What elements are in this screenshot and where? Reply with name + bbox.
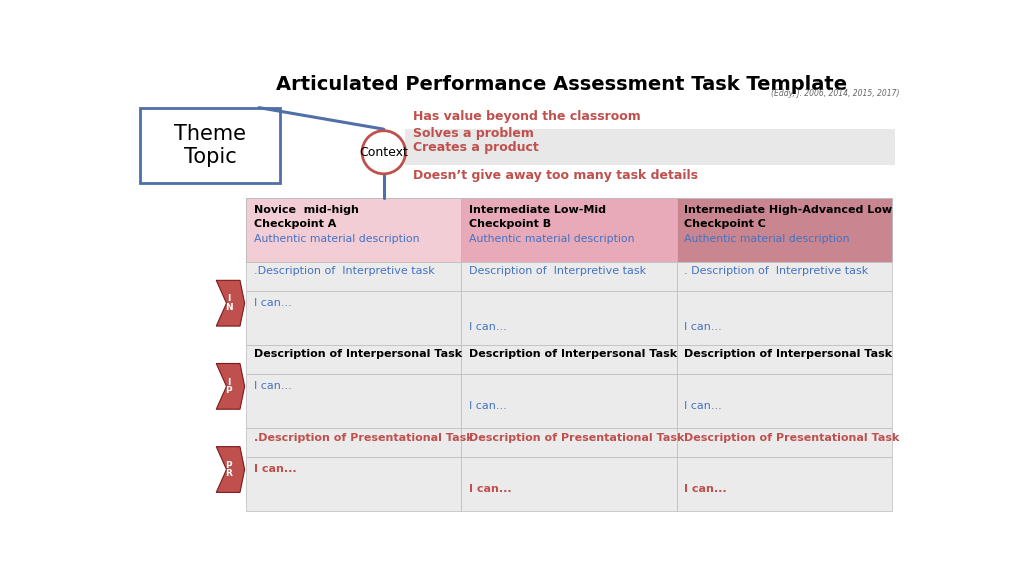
Text: Solves a problem: Solves a problem bbox=[414, 127, 535, 139]
Bar bbox=[461, 457, 677, 511]
Text: I can...: I can... bbox=[684, 321, 722, 332]
Text: Checkpoint C: Checkpoint C bbox=[684, 219, 766, 229]
Text: I can...: I can... bbox=[684, 401, 722, 411]
Text: (Eddy, J. 2006, 2014, 2015, 2017): (Eddy, J. 2006, 2014, 2015, 2017) bbox=[771, 89, 899, 98]
Text: .Description of  Interpretive task: .Description of Interpretive task bbox=[254, 266, 434, 276]
Bar bbox=[406, 129, 895, 165]
Bar bbox=[246, 374, 461, 428]
Text: I can...: I can... bbox=[469, 321, 507, 332]
Text: Description of Interpersonal Task: Description of Interpersonal Task bbox=[684, 350, 893, 359]
Text: Doesn’t give away too many task details: Doesn’t give away too many task details bbox=[414, 169, 698, 182]
Text: .Description of Presentational Task: .Description of Presentational Task bbox=[254, 433, 473, 442]
Bar bbox=[246, 457, 461, 511]
Bar bbox=[461, 199, 677, 262]
Text: Description of Interpersonal Task: Description of Interpersonal Task bbox=[469, 350, 677, 359]
Text: Intermediate Low-Mid: Intermediate Low-Mid bbox=[469, 204, 606, 215]
Text: I can...: I can... bbox=[254, 464, 296, 474]
Polygon shape bbox=[216, 281, 245, 326]
Text: I can...: I can... bbox=[254, 298, 291, 308]
Bar bbox=[461, 428, 677, 457]
Text: . Description of  Interpretive task: . Description of Interpretive task bbox=[684, 266, 868, 276]
Text: Has value beyond the classroom: Has value beyond the classroom bbox=[414, 111, 641, 123]
Text: Context: Context bbox=[359, 146, 409, 159]
Bar bbox=[461, 345, 677, 374]
Text: Intermediate High-Advanced Low: Intermediate High-Advanced Low bbox=[684, 204, 893, 215]
Text: I can...: I can... bbox=[469, 484, 512, 494]
Text: I can...: I can... bbox=[254, 381, 291, 391]
Bar bbox=[677, 291, 892, 345]
Polygon shape bbox=[216, 446, 245, 492]
Bar bbox=[677, 262, 892, 291]
Text: Theme
Topic: Theme Topic bbox=[174, 124, 246, 167]
Text: Creates a product: Creates a product bbox=[414, 141, 539, 154]
Text: Description of Interpersonal Task: Description of Interpersonal Task bbox=[254, 350, 462, 359]
Bar bbox=[677, 428, 892, 457]
Bar bbox=[246, 199, 461, 262]
Text: Authentic material description: Authentic material description bbox=[469, 234, 635, 244]
Bar bbox=[246, 345, 461, 374]
Text: Description of Presentational Task: Description of Presentational Task bbox=[469, 433, 684, 442]
Text: Checkpoint B: Checkpoint B bbox=[469, 219, 551, 229]
Text: Description of Presentational Task: Description of Presentational Task bbox=[684, 433, 900, 442]
Bar bbox=[677, 345, 892, 374]
Bar bbox=[461, 291, 677, 345]
Text: Description of  Interpretive task: Description of Interpretive task bbox=[469, 266, 646, 276]
Polygon shape bbox=[216, 363, 245, 409]
Bar bbox=[246, 291, 461, 345]
Bar bbox=[246, 428, 461, 457]
Bar bbox=[677, 374, 892, 428]
Text: Articulated Performance Assessment Task Template: Articulated Performance Assessment Task … bbox=[276, 75, 848, 94]
Text: Novice  mid-high: Novice mid-high bbox=[254, 204, 358, 215]
Bar bbox=[677, 199, 892, 262]
Text: I can...: I can... bbox=[469, 401, 507, 411]
Bar bbox=[461, 262, 677, 291]
Bar bbox=[677, 457, 892, 511]
Text: I can...: I can... bbox=[684, 484, 727, 494]
Bar bbox=[461, 374, 677, 428]
Text: Authentic material description: Authentic material description bbox=[684, 234, 850, 244]
Text: I
P: I P bbox=[225, 377, 232, 395]
Bar bbox=[140, 108, 280, 183]
Text: I
N: I N bbox=[225, 294, 232, 312]
Bar bbox=[246, 262, 461, 291]
Text: Checkpoint A: Checkpoint A bbox=[254, 219, 336, 229]
Text: Authentic material description: Authentic material description bbox=[254, 234, 419, 244]
Text: P
R: P R bbox=[225, 461, 232, 478]
